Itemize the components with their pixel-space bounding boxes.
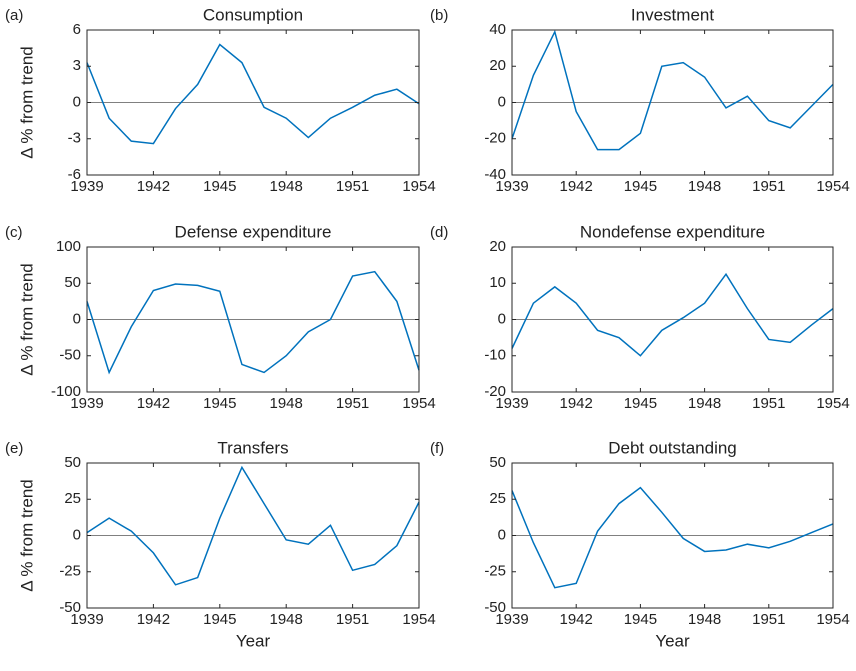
x-tick-label: 1945: [203, 178, 236, 195]
panel-label: (a): [5, 7, 23, 24]
x-tick-label: 1945: [624, 611, 657, 628]
data-line: [86, 465, 420, 586]
x-tick-label: 1939: [495, 178, 528, 195]
chart-title: Debt outstanding: [608, 438, 737, 457]
x-tick-label: 1951: [752, 178, 785, 195]
y-tick-label: 50: [64, 274, 81, 291]
x-tick-label: 1948: [270, 178, 303, 195]
x-tick-label: 1954: [816, 178, 849, 195]
x-tick-label: 1948: [270, 611, 303, 628]
chart-title: Consumption: [203, 5, 303, 24]
y-tick-label: 20: [489, 238, 506, 255]
data-line: [511, 486, 834, 589]
x-tick-label: 1951: [336, 178, 369, 195]
y-tick-label: 0: [498, 310, 506, 327]
data-line: [511, 272, 834, 357]
y-tick-label: 20: [489, 57, 506, 74]
x-tick-label: 1942: [560, 395, 593, 412]
y-axis-label: Δ % from trend: [17, 263, 36, 375]
y-axis-label: Δ % from trend: [17, 479, 36, 591]
y-tick-label: 25: [64, 490, 81, 507]
chart-title: Defense expenditure: [175, 222, 332, 241]
y-tick-label: 0: [498, 93, 506, 110]
y-tick-label: -25: [59, 563, 81, 580]
panel-label: (f): [430, 440, 444, 457]
x-tick-label: 1945: [624, 395, 657, 412]
panel-label: (b): [430, 7, 448, 24]
x-tick-label: 1939: [495, 611, 528, 628]
y-tick-label: 3: [73, 57, 81, 74]
x-tick-label: 1954: [402, 178, 435, 195]
x-tick-label: 1954: [816, 395, 849, 412]
chart-title: Transfers: [217, 438, 288, 457]
panel-label: (c): [5, 224, 23, 241]
chart-title: Investment: [631, 5, 714, 24]
y-tick-label: 50: [64, 454, 81, 471]
y-tick-label: 6: [73, 21, 81, 38]
x-tick-label: 1939: [70, 178, 103, 195]
x-tick-label: 1939: [495, 395, 528, 412]
y-tick-label: -3: [68, 130, 81, 147]
x-tick-label: 1948: [688, 178, 721, 195]
x-tick-label: 1939: [70, 611, 103, 628]
y-tick-label: 0: [73, 526, 81, 543]
x-tick-label: 1945: [624, 178, 657, 195]
x-tick-label: 1954: [402, 611, 435, 628]
x-axis-label: Year: [655, 631, 690, 650]
y-tick-label: -20: [484, 383, 506, 400]
y-tick-label: 0: [73, 310, 81, 327]
x-tick-label: 1951: [336, 395, 369, 412]
x-tick-label: 1942: [560, 611, 593, 628]
data-line: [86, 43, 420, 145]
x-tick-label: 1945: [203, 611, 236, 628]
y-tick-label: -10: [484, 347, 506, 364]
x-tick-label: 1948: [688, 395, 721, 412]
y-tick-label: -50: [484, 599, 506, 616]
x-axis-label: Year: [236, 631, 271, 650]
y-tick-label: -50: [59, 347, 81, 364]
y-tick-label: -40: [484, 166, 506, 183]
chart-title: Nondefense expenditure: [580, 222, 765, 241]
x-tick-label: 1954: [402, 395, 435, 412]
x-tick-label: 1948: [270, 395, 303, 412]
x-tick-label: 1951: [752, 611, 785, 628]
y-tick-label: 25: [489, 490, 506, 507]
x-tick-label: 1951: [336, 611, 369, 628]
y-tick-label: 0: [498, 526, 506, 543]
data-line: [86, 270, 420, 375]
x-tick-label: 1942: [137, 611, 170, 628]
y-tick-label: -6: [68, 166, 81, 183]
y-tick-label: -100: [51, 383, 81, 400]
x-tick-label: 1942: [137, 395, 170, 412]
y-tick-label: 0: [73, 93, 81, 110]
x-tick-label: 1951: [752, 395, 785, 412]
x-tick-label: 1942: [137, 178, 170, 195]
panel-label: (e): [5, 440, 23, 457]
y-tick-label: 40: [489, 21, 506, 38]
x-tick-label: 1945: [203, 395, 236, 412]
x-tick-label: 1939: [70, 395, 103, 412]
x-tick-label: 1948: [688, 611, 721, 628]
y-tick-label: -20: [484, 130, 506, 147]
y-tick-label: 50: [489, 454, 506, 471]
x-tick-label: 1942: [560, 178, 593, 195]
y-tick-label: -50: [59, 599, 81, 616]
x-tick-label: 1954: [816, 611, 849, 628]
y-tick-label: 10: [489, 274, 506, 291]
panel-label: (d): [430, 224, 448, 241]
y-axis-label: Δ % from trend: [17, 46, 36, 158]
y-tick-label: -25: [484, 563, 506, 580]
y-tick-label: 100: [56, 238, 81, 255]
data-line: [511, 29, 834, 151]
